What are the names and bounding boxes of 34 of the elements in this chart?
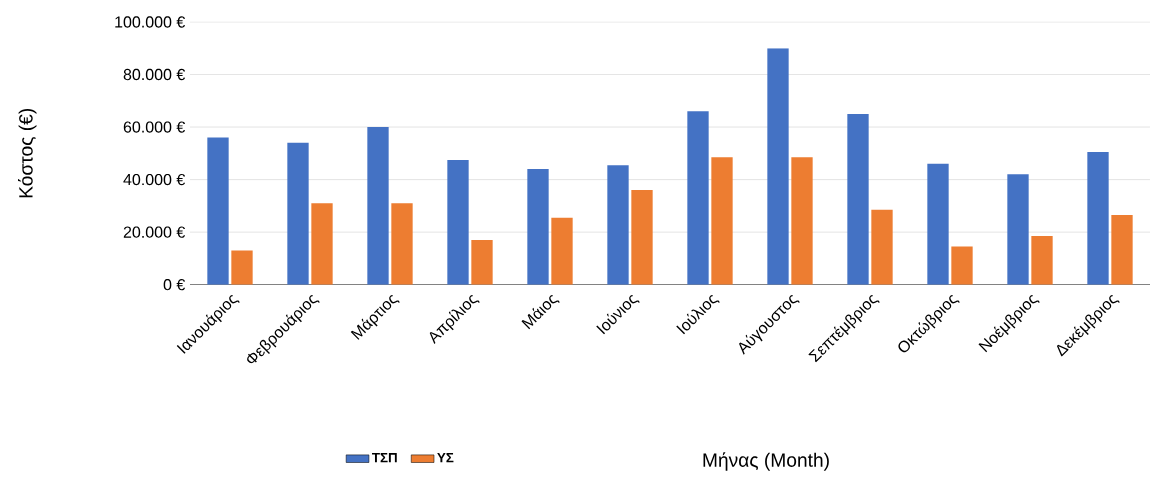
bar	[791, 157, 813, 285]
bar	[527, 169, 549, 285]
y-tick-label: 100.000 €	[115, 16, 186, 28]
y-tick-label: 0 €	[163, 279, 186, 291]
x-axis-title: Μήνας (Month)	[703, 452, 829, 471]
bar	[927, 164, 949, 285]
bar	[951, 246, 973, 285]
bar	[231, 250, 253, 285]
y-tick-label: 20.000 €	[123, 226, 186, 238]
bar	[207, 137, 229, 285]
bar	[631, 190, 653, 285]
bar	[287, 143, 309, 285]
bar	[311, 203, 333, 285]
legend-label: ΤΣΠ	[372, 453, 397, 463]
bar	[1087, 152, 1109, 285]
bar	[767, 48, 789, 285]
bar	[551, 217, 573, 285]
bar	[871, 209, 893, 285]
bar	[391, 203, 413, 285]
bar	[471, 240, 493, 285]
bar	[1111, 215, 1133, 285]
bar	[447, 160, 469, 285]
bar	[367, 127, 389, 285]
bar	[687, 111, 709, 285]
y-tick-label: 60.000 €	[123, 121, 186, 133]
y-axis-title: Κόστος (€)	[18, 109, 37, 198]
bar	[1031, 236, 1053, 285]
bar	[1007, 174, 1029, 285]
bar	[847, 114, 869, 285]
y-tick-label: 40.000 €	[123, 174, 186, 186]
y-tick-label: 80.000 €	[123, 69, 186, 81]
bar	[711, 157, 733, 285]
legend-label: ΥΣ	[437, 453, 454, 463]
bar	[607, 165, 629, 285]
